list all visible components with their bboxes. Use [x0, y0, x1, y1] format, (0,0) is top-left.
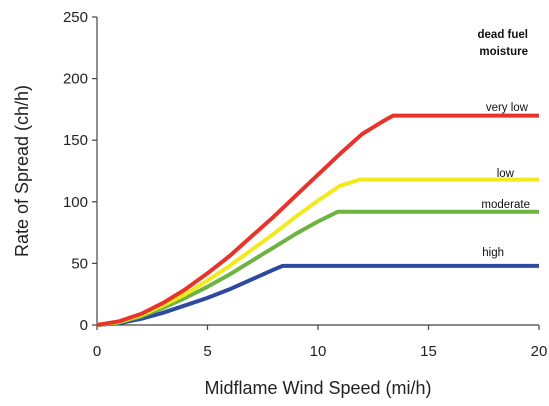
series-line-very-low — [96, 113, 539, 327]
y-tick-label-150: 150 — [63, 132, 88, 149]
x-axis-title: Midflame Wind Speed (mi/h) — [204, 378, 431, 398]
series-label-high: high — [482, 247, 504, 259]
x-tick-label-5: 5 — [203, 343, 211, 360]
x-tick-label-10: 10 — [310, 343, 327, 360]
y-tick-label-100: 100 — [63, 194, 88, 211]
x-tick-label-20: 20 — [531, 343, 548, 360]
y-tick-label-0: 0 — [80, 317, 88, 334]
series-label-low: low — [497, 168, 515, 180]
series-label-moderate: moderate — [481, 199, 530, 211]
x-tick-label-0: 0 — [93, 343, 101, 360]
y-tick-label-50: 50 — [71, 255, 88, 272]
series-label-very-low: very low — [486, 102, 529, 114]
y-tick-label-250: 250 — [63, 9, 88, 26]
plot-area — [97, 17, 539, 325]
ticks-layer: 0 50 100 150 200 250 0 5 10 15 20 — [63, 9, 547, 360]
y-axis-title: Rate of Spread (ch/h) — [12, 85, 32, 257]
y-tick-label-200: 200 — [63, 71, 88, 88]
labels-layer: dead fuel moisture very low low moderate… — [12, 29, 530, 398]
legend-title-line-2: moisture — [479, 46, 528, 58]
series-layer — [96, 113, 539, 327]
legend-title-line-1: dead fuel — [478, 29, 528, 41]
x-tick-label-15: 15 — [420, 343, 437, 360]
